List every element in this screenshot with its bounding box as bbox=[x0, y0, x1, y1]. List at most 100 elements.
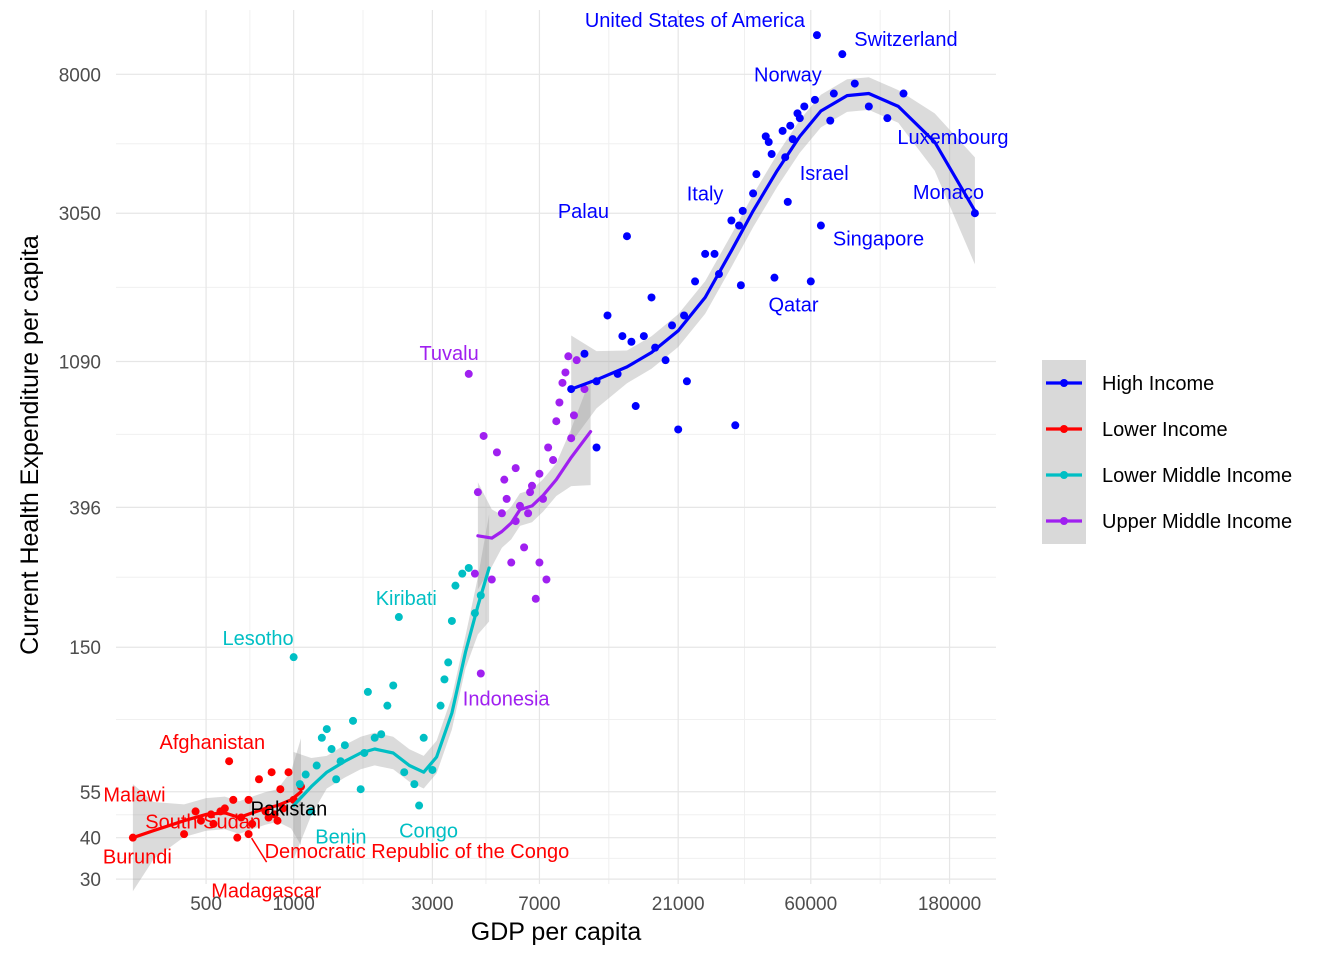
data-point bbox=[497, 509, 506, 518]
data-point bbox=[524, 509, 533, 518]
confidence-band bbox=[571, 77, 975, 443]
data-point bbox=[270, 810, 279, 819]
annotation-label: Luxembourg bbox=[897, 127, 1008, 149]
data-point bbox=[400, 768, 409, 777]
data-point bbox=[682, 377, 691, 386]
x-axis-title: GDP per capita bbox=[471, 918, 642, 946]
data-point bbox=[800, 102, 809, 111]
data-points bbox=[128, 31, 979, 842]
data-point bbox=[580, 349, 589, 358]
data-point bbox=[735, 221, 744, 230]
data-point bbox=[363, 687, 372, 696]
annotation-label: Afghanistan bbox=[159, 732, 265, 754]
data-point bbox=[622, 232, 631, 241]
data-point bbox=[370, 733, 379, 742]
legend-key-point bbox=[1060, 425, 1068, 433]
annotation-label: Norway bbox=[754, 65, 822, 87]
x-tick-label: 180000 bbox=[918, 894, 981, 915]
annotation-label: Congo bbox=[399, 821, 458, 843]
data-point bbox=[864, 102, 873, 111]
data-point bbox=[806, 277, 815, 286]
data-point bbox=[544, 443, 553, 452]
y-tick-label: 396 bbox=[69, 498, 101, 519]
data-point bbox=[555, 398, 564, 407]
data-point bbox=[783, 197, 792, 206]
data-point bbox=[487, 575, 496, 584]
data-point bbox=[502, 494, 511, 503]
data-point bbox=[810, 95, 819, 104]
grid-minor bbox=[116, 10, 996, 884]
x-tick-label: 21000 bbox=[652, 894, 705, 915]
data-point bbox=[552, 417, 561, 426]
x-tick-label: 500 bbox=[190, 894, 222, 915]
data-point bbox=[233, 833, 242, 842]
data-point bbox=[415, 801, 424, 810]
annotation-label: Indonesia bbox=[463, 689, 551, 711]
data-point bbox=[209, 819, 218, 828]
data-point bbox=[436, 701, 445, 710]
annotation-label: Madagascar bbox=[211, 881, 321, 903]
y-tick-label: 8000 bbox=[59, 65, 101, 86]
annotation-label: Lesotho bbox=[222, 628, 293, 650]
data-point bbox=[428, 765, 437, 774]
data-point bbox=[738, 206, 747, 215]
data-point bbox=[603, 311, 612, 320]
data-point bbox=[883, 114, 892, 123]
data-point bbox=[317, 733, 326, 742]
data-point bbox=[829, 89, 838, 98]
annotation-label: Monaco bbox=[913, 182, 984, 204]
y-tick-label: 3050 bbox=[59, 204, 101, 225]
data-point bbox=[520, 543, 529, 552]
data-point bbox=[731, 421, 740, 430]
legend-label: Lower Income bbox=[1102, 419, 1228, 441]
annotation-label: Kiribati bbox=[376, 588, 437, 610]
data-point bbox=[767, 150, 776, 159]
data-point bbox=[527, 481, 536, 490]
legend-key-background bbox=[1042, 360, 1086, 544]
data-point bbox=[191, 807, 200, 816]
data-point bbox=[473, 488, 482, 497]
data-point bbox=[592, 443, 601, 452]
data-point bbox=[549, 456, 558, 465]
data-point bbox=[267, 768, 276, 777]
data-point bbox=[301, 770, 310, 779]
data-point bbox=[312, 761, 321, 770]
data-point bbox=[451, 581, 460, 590]
y-tick-label: 55 bbox=[80, 783, 101, 804]
data-point bbox=[295, 780, 304, 789]
grid-major bbox=[116, 10, 996, 884]
annotation-leader-line bbox=[250, 837, 268, 863]
annotation-label: Malawi bbox=[103, 784, 165, 806]
data-point bbox=[447, 616, 456, 625]
data-point bbox=[479, 431, 488, 440]
data-point bbox=[394, 613, 403, 622]
data-point bbox=[542, 575, 551, 584]
data-point bbox=[838, 50, 847, 59]
y-tick-label: 1090 bbox=[59, 352, 101, 373]
y-axis-title: Current Health Expenditure per capita bbox=[16, 235, 44, 655]
y-axis-ticks: 30 40 55 150 396 1090 3050 8000 bbox=[59, 65, 101, 891]
data-point bbox=[816, 221, 825, 230]
data-point bbox=[244, 795, 253, 804]
confidence-band bbox=[477, 378, 591, 590]
data-point bbox=[786, 121, 795, 130]
data-point bbox=[764, 138, 773, 147]
data-point bbox=[627, 337, 636, 346]
annotation-label: Switzerland bbox=[854, 29, 957, 51]
data-point bbox=[752, 170, 761, 179]
data-point bbox=[356, 785, 365, 794]
trend-line bbox=[131, 790, 303, 840]
data-point bbox=[383, 701, 392, 710]
x-axis-ticks: 500 1000 3000 7000 21000 60000 180000 bbox=[190, 894, 981, 915]
legend-label: High Income bbox=[1102, 373, 1214, 395]
data-point bbox=[535, 558, 544, 567]
trend-line bbox=[569, 91, 977, 391]
data-point bbox=[770, 273, 779, 282]
data-point bbox=[631, 402, 640, 411]
data-point bbox=[180, 830, 189, 839]
annotation-label: Burundi bbox=[103, 847, 172, 869]
data-point bbox=[225, 757, 234, 766]
data-point bbox=[826, 116, 835, 125]
data-point bbox=[289, 653, 298, 662]
data-point bbox=[322, 725, 331, 734]
